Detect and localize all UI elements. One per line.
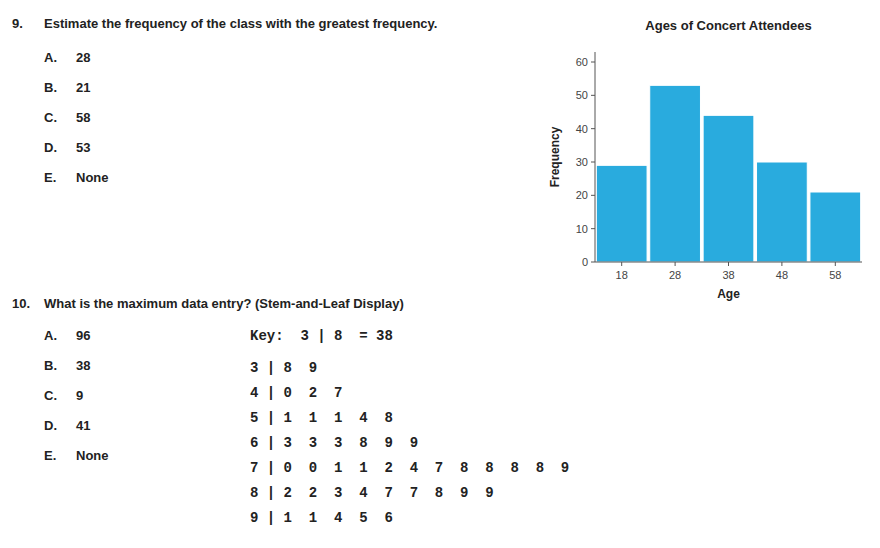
stem-leaf-line: 7 | 0 0 1 1 2 4 7 8 8 8 8 9 (250, 460, 569, 476)
y-tick-label: 10 (576, 223, 588, 235)
x-axis-title: Age (717, 287, 740, 301)
y-tick-label: 30 (576, 156, 588, 168)
y-tick (591, 228, 595, 229)
y-tick (591, 262, 595, 263)
y-tick-label: 50 (576, 89, 588, 101)
y-tick (591, 95, 595, 96)
bar (703, 115, 754, 262)
question-text: What is the maximum data entry? (Stem-an… (44, 296, 404, 311)
stem-leaf-line: 3 | 8 9 (250, 360, 317, 376)
question-number: 10. (12, 296, 30, 311)
x-tick-label: 18 (616, 269, 628, 281)
x-tick (675, 262, 676, 266)
option-letter: E. (44, 448, 56, 463)
option-text: 38 (76, 358, 90, 373)
stem-leaf-line: 9 | 1 1 4 5 6 (250, 510, 393, 526)
y-tick-label: 60 (576, 56, 588, 68)
option-letter: E. (44, 170, 56, 185)
bar (596, 165, 647, 262)
option-letter: A. (44, 328, 57, 343)
y-tick (591, 128, 595, 129)
chart: Ages of Concert Attendees 18 28 38 48 58 0 10 20… (548, 18, 862, 301)
option-text: 21 (76, 80, 90, 95)
y-axis-title: Frequency (548, 126, 562, 187)
x-tick (621, 262, 622, 266)
option-text: None (76, 170, 109, 185)
option-letter: C. (44, 110, 57, 125)
stem-leaf-line: 8 | 2 2 3 4 7 7 8 9 9 (250, 485, 494, 501)
y-tick (591, 62, 595, 63)
bar (650, 85, 701, 262)
option-letter: C. (44, 388, 57, 403)
page: 9. Estimate the frequency of the class wi… (0, 0, 880, 548)
option-text: 41 (76, 418, 90, 433)
x-tick (835, 262, 836, 266)
option-letter: B. (44, 358, 57, 373)
option-text: None (76, 448, 109, 463)
stem-leaf-line: 6 | 3 3 3 8 9 9 (250, 435, 418, 451)
x-tick (728, 262, 729, 266)
option-letter: D. (44, 418, 57, 433)
option-text: 58 (76, 110, 90, 125)
y-tick (591, 195, 595, 196)
option-letter: B. (44, 80, 57, 95)
y-tick-label: 40 (576, 123, 588, 135)
x-tick (781, 262, 782, 266)
option-letter: D. (44, 140, 57, 155)
bars (596, 85, 860, 262)
option-letter: A. (44, 50, 57, 65)
option-text: 53 (76, 140, 90, 155)
y-tick-label: 0 (582, 256, 588, 268)
option-text: 9 (76, 388, 83, 403)
question-number: 9. (12, 16, 23, 31)
bar (757, 162, 808, 262)
option-text: 28 (76, 50, 90, 65)
stem-leaf-line: 4 | 0 2 7 (250, 385, 342, 401)
stem-leaf-line: 5 | 1 1 1 4 8 (250, 410, 393, 426)
chart-title: Ages of Concert Attendees (645, 18, 811, 33)
y-tick (591, 162, 595, 163)
stem-leaf-key: Key: 3 | 8 = 38 (250, 328, 393, 344)
x-tick-label: 28 (669, 269, 681, 281)
x-tick-label: 48 (776, 269, 788, 281)
y-tick-label: 20 (576, 189, 588, 201)
bar (810, 192, 861, 262)
x-tick-label: 38 (722, 269, 734, 281)
question-text: Estimate the frequency of the class with… (44, 16, 437, 31)
option-text: 96 (76, 328, 90, 343)
y-axis-line (595, 52, 596, 262)
x-tick-label: 58 (829, 269, 841, 281)
